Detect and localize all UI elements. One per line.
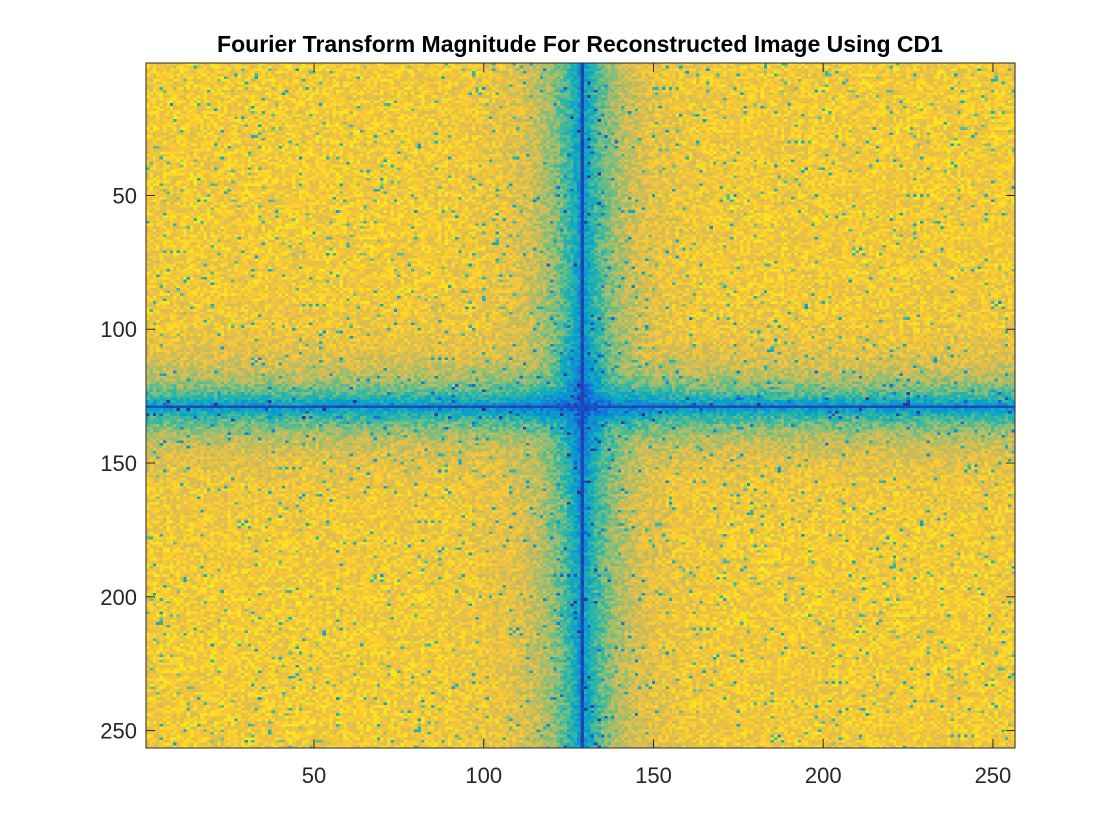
x-tick-label: 200 xyxy=(805,763,842,788)
heatmap-image-holder xyxy=(146,63,1015,748)
fourier-magnitude-heatmap xyxy=(146,63,1015,748)
chart-title: Fourier Transform Magnitude For Reconstr… xyxy=(217,31,943,57)
x-axis-ticks: 50 100 150 200 250 xyxy=(302,63,1012,788)
axes-frame xyxy=(145,62,1016,749)
x-tick-label: 50 xyxy=(302,763,326,788)
y-tick-label: 100 xyxy=(100,317,137,342)
y-tick-label: 150 xyxy=(100,451,137,476)
y-tick-label: 50 xyxy=(113,183,137,208)
x-tick-label: 150 xyxy=(635,763,672,788)
y-tick-label: 250 xyxy=(100,719,137,744)
x-tick-label: 100 xyxy=(465,763,502,788)
x-tick-label: 250 xyxy=(975,763,1012,788)
y-axis-ticks: 50 100 150 200 250 xyxy=(100,183,1015,744)
y-tick-label: 200 xyxy=(100,585,137,610)
